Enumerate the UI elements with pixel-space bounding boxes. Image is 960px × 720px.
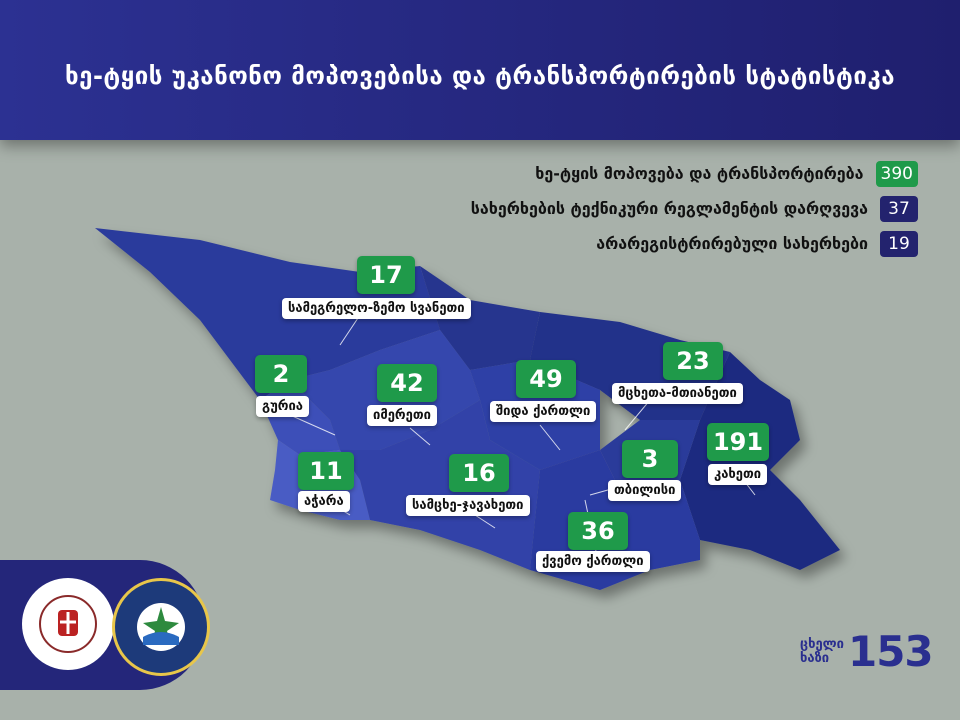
region-samegrelo [95,228,440,400]
legend-label: სახერხების ტექნიკური რეგლამენტის დარღვევ… [470,199,868,218]
region-value-badge: 17 [357,256,415,294]
region-value-badge: 42 [377,364,437,402]
region-value-badge: 49 [516,360,576,398]
hotline-label-line2: ხაზი [800,650,830,666]
emblem-icon [137,603,185,651]
region-label: თბილისი [608,480,682,501]
region-value-badge: 36 [568,512,628,550]
hotline-label: ცხელი ხაზი [800,636,844,666]
region-label: იმერეთი [367,405,437,426]
page-title: ხე-ტყის უკანონო მოპოვებისა და ტრანსპორტი… [64,62,895,90]
region-label: ქვემო ქართლი [536,551,650,572]
region-value-badge: 191 [707,423,769,461]
legend-label: არარეგისტრირებული სახერხები [596,234,868,253]
legend: ხე-ტყის მოპოვება და ტრანსპორტირება 390 სა… [471,156,918,261]
region-samtskhe [340,400,540,570]
region-label: სამეგრელო-ზემო სვანეთი [282,298,471,319]
legend-label: ხე-ტყის მოპოვება და ტრანსპორტირება [535,164,864,183]
region-label: გურია [256,396,309,417]
forestry-agency-logo [112,578,210,676]
legend-value: 390 [875,160,918,187]
region-label: შიდა ქართლი [490,401,597,422]
region-racha [420,266,540,370]
region-value-badge: 2 [255,355,307,393]
region-kakheti [680,352,840,570]
legend-value: 19 [880,230,918,257]
legend-value: 37 [880,195,918,222]
region-label: მცხეთა-მთიანეთი [612,383,743,404]
region-label: აჭარა [298,491,350,512]
region-value-badge: 16 [449,454,509,492]
logo-panel [0,560,210,690]
hotline: ცხელი ხაზი 153 [800,627,934,676]
region-value-badge: 23 [663,342,723,380]
hotline-number: 153 [847,627,934,676]
region-label: სამცხე-ჯავახეთი [406,495,530,516]
legend-item: არარეგისტრირებული სახერხები 19 [471,226,918,261]
coat-of-arms-icon [39,595,97,653]
hotline-label-line1: ცხელი [800,636,844,652]
legend-item: სახერხების ტექნიკური რეგლამენტის დარღვევ… [471,191,918,226]
region-value-badge: 3 [622,440,678,478]
header-banner: ხე-ტყის უკანონო მოპოვებისა და ტრანსპორტი… [0,0,960,140]
ministry-logo [22,578,114,670]
legend-item: ხე-ტყის მოპოვება და ტრანსპორტირება 390 [471,156,918,191]
region-value-badge: 11 [298,452,354,490]
region-label: კახეთი [708,464,768,485]
